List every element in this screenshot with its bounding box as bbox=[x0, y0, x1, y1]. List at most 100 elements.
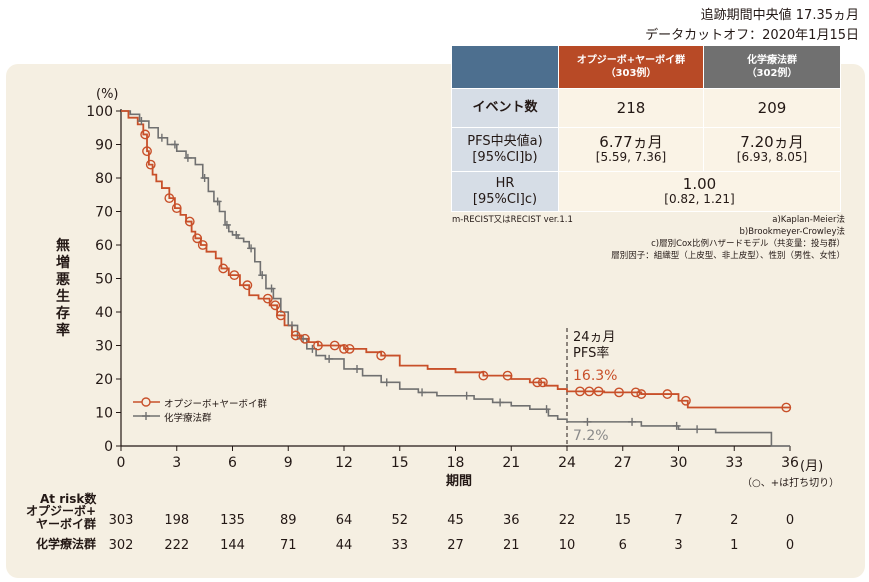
x-tick-label: 6 bbox=[228, 455, 237, 471]
hr-value: 1.00 bbox=[682, 174, 717, 193]
censor-mark-chemo bbox=[542, 405, 551, 414]
censor-mark-chemo bbox=[267, 284, 276, 293]
at-risk-value-nivo-ipi: 89 bbox=[279, 513, 297, 528]
legend-marker-chemo bbox=[142, 412, 150, 420]
y-tick-label: 0 bbox=[104, 439, 113, 455]
censor-mark-nivo-ipi bbox=[681, 395, 691, 406]
at-risk-value-chemo: 44 bbox=[335, 538, 353, 553]
censor-mark-nivo-ipi bbox=[313, 340, 323, 351]
pfs-label-line1: PFS中央値a) bbox=[467, 133, 543, 149]
header-nivo-ipi-line1: オプジーボ+ヤーボイ群 bbox=[576, 55, 686, 66]
at-risk-value-nivo-ipi: 7 bbox=[674, 513, 683, 528]
hr-ci: [0.82, 1.21] bbox=[664, 191, 735, 206]
pfs-chemo-ci: [6.93, 8.05] bbox=[736, 149, 808, 164]
censor-mark-nivo-ipi bbox=[636, 389, 647, 399]
censor-mark-chemo bbox=[583, 417, 592, 426]
censor-mark-chemo bbox=[183, 153, 192, 162]
at-risk-value-nivo-ipi: 64 bbox=[335, 513, 353, 528]
at-risk-value-chemo: 71 bbox=[279, 538, 297, 553]
censor-mark-nivo-ipi bbox=[192, 233, 203, 244]
censor-mark-nivo-ipi bbox=[532, 377, 543, 388]
censor-mark-nivo-ipi bbox=[171, 203, 182, 214]
pfs24-value-chemo: 7.2% bbox=[573, 428, 609, 444]
censor-mark-nivo-ipi bbox=[229, 270, 240, 281]
header-nivo-ipi-line2: （303例） bbox=[605, 68, 657, 79]
x-tick-label: 33 bbox=[725, 455, 743, 471]
censor-mark-nivo-ipi bbox=[270, 300, 281, 311]
pfs-nivo-ipi-ci: [5.59, 7.36] bbox=[595, 149, 667, 164]
x-axis-label: 期間 bbox=[445, 474, 472, 489]
censor-mark-nivo-ipi bbox=[344, 343, 355, 354]
hr-value-cell: 1.00 [0.82, 1.21] bbox=[558, 171, 841, 212]
censor-mark-nivo-ipi bbox=[614, 387, 624, 398]
y-tick-label: 50 bbox=[95, 272, 113, 288]
pfs-nivo-ipi: 6.77ヵ月 [5.59, 7.36] bbox=[558, 127, 704, 172]
at-risk-value-nivo-ipi: 2 bbox=[730, 513, 739, 528]
censor-mark-chemo bbox=[247, 244, 256, 253]
x-tick-label: 21 bbox=[502, 455, 520, 471]
at-risk-title: At risk数 bbox=[40, 492, 97, 506]
y-tick-label: 100 bbox=[86, 104, 113, 120]
censor-mark-chemo bbox=[496, 398, 505, 407]
y-tick-label: 90 bbox=[95, 138, 113, 154]
censor-note: （○、+は打ち切り） bbox=[742, 478, 840, 489]
censor-mark-chemo bbox=[258, 271, 267, 280]
pfs-label-line2: [95%CI]b) bbox=[472, 149, 538, 165]
at-risk-value-chemo: 222 bbox=[164, 538, 190, 553]
header-chemo-line2: （302例） bbox=[746, 68, 798, 79]
censor-mark-chemo bbox=[353, 364, 362, 373]
censor-mark-nivo-ipi bbox=[145, 159, 156, 170]
footnote-recist: m-RECIST又はRECIST ver.1.1 bbox=[452, 215, 573, 225]
x-tick-label: 30 bbox=[670, 455, 688, 471]
y-tick-label: 20 bbox=[95, 372, 113, 388]
censor-mark-nivo-ipi bbox=[575, 386, 585, 397]
at-risk-value-chemo: 33 bbox=[391, 538, 409, 553]
events-chemo: 209 bbox=[703, 88, 841, 128]
at-risk-value-nivo-ipi: 0 bbox=[785, 513, 795, 528]
at-risk-label-nivo-ipi: オプジーボ+ ヤーボイ群 bbox=[0, 505, 96, 531]
y-axis-label: 無増悪生存率 bbox=[56, 238, 70, 339]
y-unit: (%) bbox=[96, 87, 119, 102]
at-risk-value-chemo: 302 bbox=[108, 538, 134, 553]
at-risk-value-nivo-ipi: 135 bbox=[220, 513, 245, 528]
censor-mark-nivo-ipi bbox=[290, 330, 301, 341]
legend-label-nivo-ipi: オプジーボ+ヤーボイ群 bbox=[164, 399, 267, 410]
at-risk-value-nivo-ipi: 22 bbox=[558, 513, 576, 528]
x-tick-label: 0 bbox=[117, 455, 126, 471]
events-nivo-ipi: 218 bbox=[558, 88, 704, 128]
at-risk-value-chemo: 1 bbox=[730, 538, 739, 553]
footnote-a: a)Kaplan-Meier法 bbox=[772, 215, 845, 225]
censor-mark-chemo bbox=[287, 321, 296, 330]
x-tick-label: 15 bbox=[391, 455, 409, 471]
at-risk-value-nivo-ipi: 198 bbox=[164, 513, 190, 528]
at-risk-value-nivo-ipi: 15 bbox=[614, 513, 632, 528]
censor-mark-nivo-ipi bbox=[376, 350, 387, 361]
pfs24-annotation-line2: PFS率 bbox=[573, 346, 610, 361]
at-risk-value-nivo-ipi: 303 bbox=[108, 513, 134, 528]
summary-table: オプジーボ+ヤーボイ群 （303例） 化学療法群 （302例） イベント数 21… bbox=[451, 45, 841, 212]
at-risk-value-chemo: 10 bbox=[558, 538, 576, 553]
pfs-nivo-ipi-median: 6.77ヵ月 bbox=[599, 132, 663, 151]
at-risk-value-chemo: 21 bbox=[502, 538, 520, 553]
pfs24-annotation: 24ヵ月 PFS率 bbox=[573, 330, 616, 362]
hr-label-line1: HR bbox=[495, 175, 515, 191]
pfs24-value-nivo-ipi: 16.3% bbox=[573, 368, 618, 384]
followup-note: 追跡期間中央値 17.35ヵ月 bbox=[700, 8, 859, 23]
censor-mark-nivo-ipi bbox=[164, 193, 175, 204]
censor-mark-chemo bbox=[418, 388, 427, 397]
censor-mark-chemo bbox=[628, 417, 637, 426]
censor-mark-nivo-ipi bbox=[781, 402, 792, 413]
legend-marker-nivo-ipi bbox=[141, 397, 151, 407]
censor-mark-nivo-ipi bbox=[537, 377, 548, 388]
censor-mark-chemo bbox=[200, 174, 209, 182]
pfs24-annotation-line1: 24ヵ月 bbox=[573, 330, 616, 345]
hr-label-line2: [95%CI]c) bbox=[472, 191, 538, 207]
x-tick-label: 9 bbox=[284, 455, 293, 471]
header-chemo-line1: 化学療法群 bbox=[747, 55, 797, 66]
censor-mark-nivo-ipi bbox=[275, 310, 286, 321]
censor-mark-nivo-ipi bbox=[329, 340, 340, 351]
y-tick-label: 80 bbox=[95, 171, 113, 187]
series-line-nivo-ipi bbox=[121, 110, 790, 409]
x-unit: (月) bbox=[800, 459, 824, 474]
x-tick-label: 12 bbox=[335, 455, 353, 471]
